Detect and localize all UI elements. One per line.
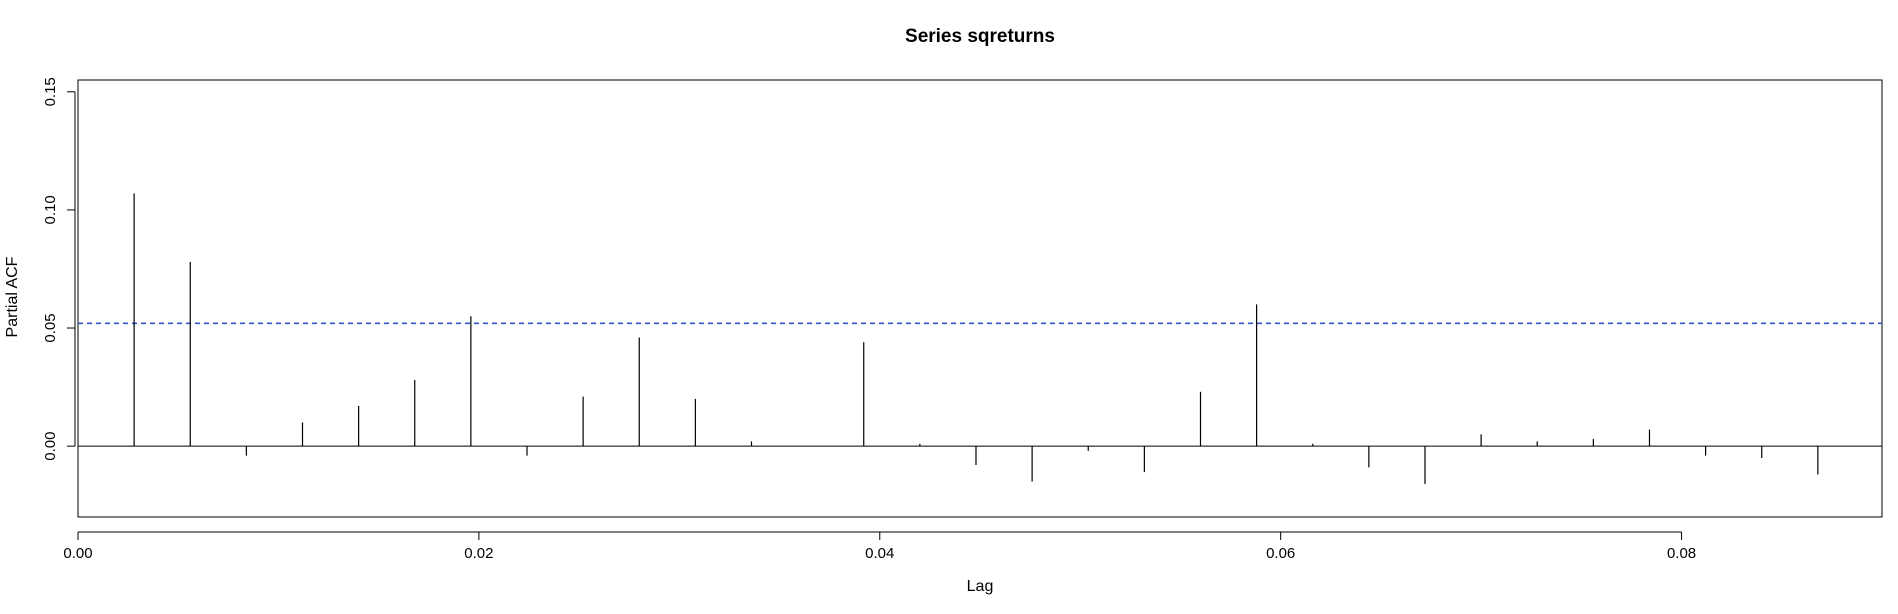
pacf-bars [133, 193, 1819, 484]
y-axis: 0.00 0.05 0.10 0.15 [42, 77, 76, 461]
y-tick-label: 0.15 [42, 77, 59, 106]
x-axis: 0.00 0.02 0.04 0.06 0.08 [63, 531, 1696, 562]
x-axis-label: Lag [967, 578, 994, 595]
x-tick-label: 0.04 [865, 545, 894, 562]
chart-title: Series sqreturns [905, 26, 1055, 47]
y-tick-label: 0.00 [42, 432, 59, 461]
x-tick-label: 0.08 [1667, 545, 1696, 562]
y-axis-label: Partial ACF [4, 256, 21, 337]
x-tick-label: 0.06 [1266, 545, 1295, 562]
y-tick-label: 0.10 [42, 195, 59, 224]
x-tick-label: 0.02 [464, 545, 493, 562]
plot-frame [77, 79, 1883, 518]
x-tick-label: 0.00 [63, 545, 92, 562]
y-tick-label: 0.05 [42, 313, 59, 342]
